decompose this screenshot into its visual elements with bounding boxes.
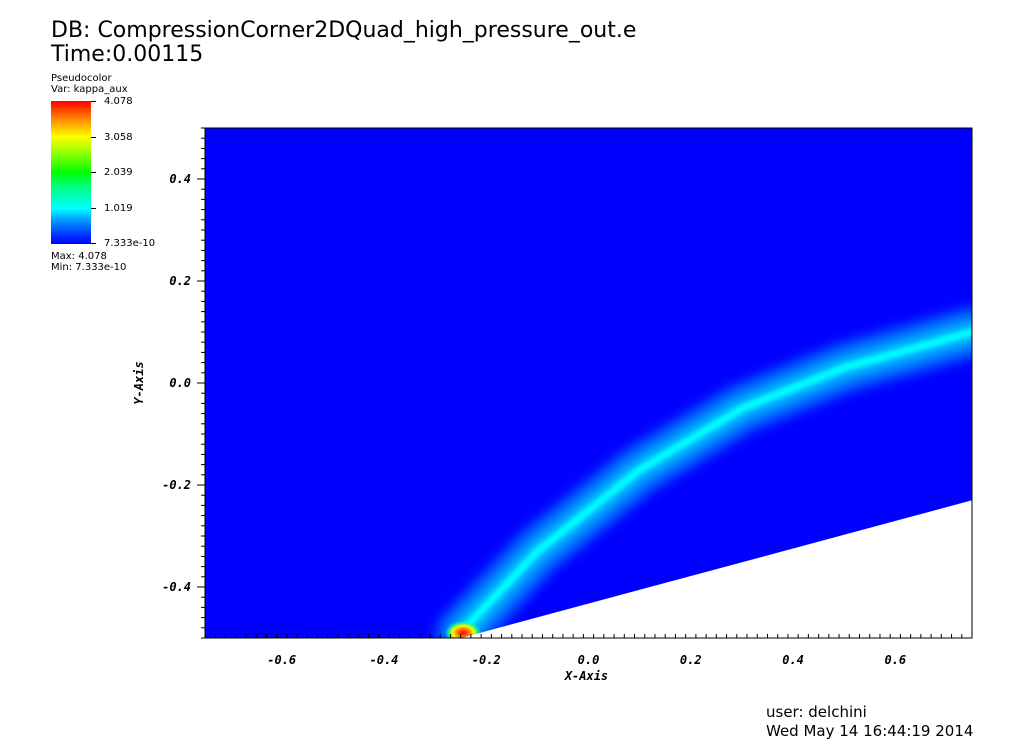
x-tick-label: -0.4 (370, 653, 399, 667)
y-tick-label: -0.4 (162, 580, 191, 594)
date-label: Wed May 14 16:44:19 2014 (766, 722, 974, 740)
colorbar-label-min: 7.333e-10 (104, 238, 156, 249)
legend-min: Min: 7.333e-10 (51, 262, 127, 273)
colorbar-label: 2.039 (104, 167, 133, 178)
x-tick-label: 0.6 (884, 653, 906, 667)
legend-variable: Var: kappa_aux (51, 84, 128, 95)
axes-layer: -0.6 -0.4 -0.2 0.0 0.2 0.4 0.6 -0.4 -0.2 0.0 0.2 0.… (132, 127, 973, 683)
x-tick-label: 0.0 (578, 653, 600, 667)
legend-plot-type: Pseudocolor (51, 73, 112, 84)
x-tick-label: -0.2 (472, 653, 501, 667)
field-layer (205, 128, 972, 638)
colorbar-label: 3.058 (104, 132, 133, 143)
colorbar-tick (91, 101, 96, 102)
y-tick-label: 0.0 (169, 376, 191, 390)
database-title: DB: CompressionCorner2DQuad_high_pressur… (51, 18, 637, 43)
colorbar-tick (91, 137, 96, 138)
colorbar-tick (91, 243, 96, 244)
colorbar-tick (91, 172, 96, 173)
x-tick-label: -0.6 (267, 653, 296, 667)
x-tick-label: 0.4 (782, 653, 804, 667)
colorbar-tick (91, 208, 96, 209)
x-tick-label: 0.2 (680, 653, 702, 667)
colorbar-label-max: 4.078 (104, 96, 133, 107)
y-tick-label: 0.2 (169, 274, 191, 288)
y-tick-label: -0.2 (162, 478, 191, 492)
legend-max: Max: 4.078 (51, 251, 107, 262)
user-label: user: delchini (766, 703, 867, 721)
hot-spot (445, 620, 482, 638)
colorbar (51, 101, 91, 244)
time-label: Time:0.00115 (51, 42, 204, 67)
shock-band-core (457, 328, 972, 637)
y-tick-label: 0.4 (169, 172, 191, 186)
y-axis-title: Y-Axis (132, 361, 146, 404)
colorbar-label: 1.019 (104, 203, 133, 214)
x-axis-title: X-Axis (564, 669, 608, 683)
